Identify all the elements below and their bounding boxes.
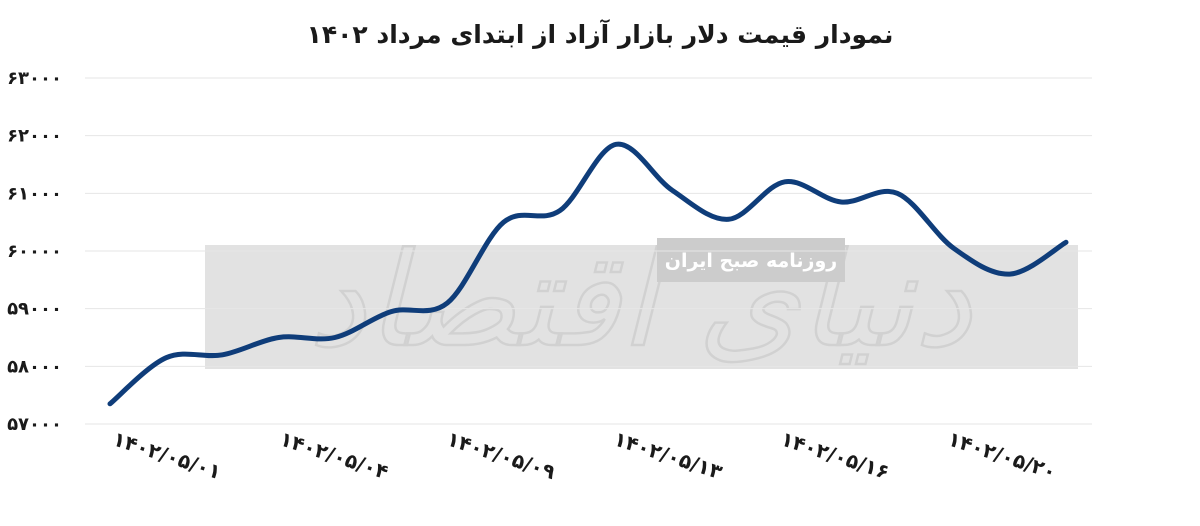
series-line-0 bbox=[107, 141, 1069, 407]
y-tick-label: ۵۹۰۰۰ bbox=[7, 299, 62, 320]
x-tick-label: ۱۴۰۲/۰۵/۱۳ bbox=[611, 427, 725, 485]
watermark-logo: دنیای اقتصاد bbox=[308, 224, 973, 376]
x-axis-ticks: ۱۴۰۲/۰۵/۰۱ ۱۴۰۲/۰۵/۰۴ ۱۴۰۲/۰۵/۰۹ ۱۴۰۲/۰۵/۱۳… bbox=[110, 427, 1059, 485]
watermark: دنیای اقتصاد روزنامه صبح ایران bbox=[205, 223, 1078, 377]
x-tick-label: ۱۴۰۲/۰۵/۱۶ bbox=[778, 427, 892, 485]
series-layer bbox=[107, 141, 1069, 407]
x-tick-label: ۱۴۰۲/۰۵/۲۰ bbox=[945, 427, 1059, 485]
x-tick-label: ۱۴۰۲/۰۵/۰۹ bbox=[444, 427, 558, 485]
y-tick-label: ۶۲۰۰۰ bbox=[7, 126, 62, 147]
y-tick-label: ۶۰۰۰۰ bbox=[7, 241, 62, 262]
y-tick-label: ۵۸۰۰۰ bbox=[7, 356, 62, 377]
y-tick-label: ۶۱۰۰۰ bbox=[7, 183, 62, 204]
y-axis-ticks: ۵۷۰۰۰ ۵۸۰۰۰ ۵۹۰۰۰ ۶۰۰۰۰ ۶۱۰۰۰ ۶۲۰۰۰ ۶۳۰۰۰ bbox=[7, 68, 62, 435]
x-tick-label: ۱۴۰۲/۰۵/۰۱ bbox=[110, 427, 224, 485]
watermark-band bbox=[205, 245, 1078, 369]
gridlines bbox=[85, 77, 1092, 425]
y-tick-label: ۵۷۰۰۰ bbox=[7, 414, 62, 435]
watermark-tagline: روزنامه صبح ایران bbox=[665, 250, 837, 272]
chart-title: نمودار قیمت دلار بازار آزاد از ابتدای مر… bbox=[306, 20, 894, 49]
x-tick-label: ۱۴۰۲/۰۵/۰۴ bbox=[277, 427, 391, 485]
y-tick-label: ۶۳۰۰۰ bbox=[7, 68, 62, 89]
watermark-tagline-box bbox=[657, 238, 845, 282]
